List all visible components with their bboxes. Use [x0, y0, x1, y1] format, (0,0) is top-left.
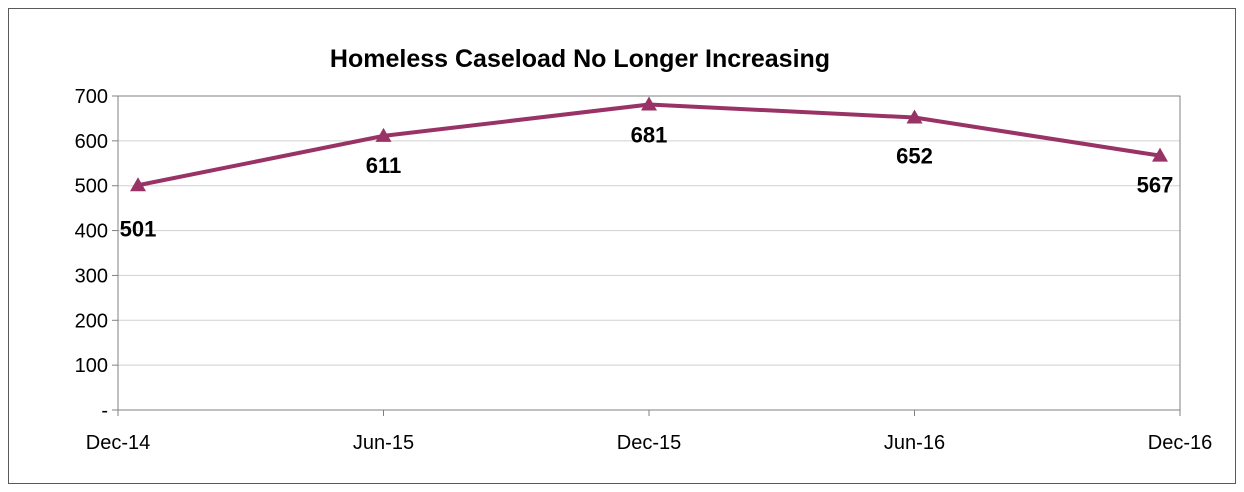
x-tick-label: Jun-15: [353, 432, 414, 454]
chart-title: Homeless Caseload No Longer Increasing: [330, 45, 830, 73]
y-tick-label: 200: [75, 310, 108, 332]
x-tick-label: Dec-15: [617, 432, 681, 454]
x-tick-label: Jun-16: [884, 432, 945, 454]
data-label: 567: [1137, 173, 1174, 198]
x-tick-label: Dec-16: [1148, 432, 1212, 454]
data-label: 501: [120, 216, 157, 241]
x-axis: Dec-14 Jun-15 Dec-15 Jun-16 Dec-16: [86, 410, 1212, 454]
y-tick-label: 300: [75, 265, 108, 287]
y-tick-label: -: [101, 400, 108, 422]
y-tick-label: 600: [75, 131, 108, 153]
data-point-marker: [641, 96, 657, 111]
y-tick-label: 500: [75, 176, 108, 198]
x-tick-label: Dec-14: [86, 432, 150, 454]
data-point-marker: [906, 109, 923, 124]
y-tick-label: 400: [75, 221, 108, 243]
chart-frame: [8, 8, 1236, 484]
data-labels: 501 611 681 652 567: [120, 123, 1174, 242]
data-point-marker: [375, 127, 392, 142]
gridlines: [118, 140, 1180, 366]
series-markers: [130, 96, 1168, 192]
y-axis: - 100 200 300 400 500 600 700: [75, 86, 118, 422]
data-point-marker: [130, 177, 146, 192]
data-label: 611: [366, 153, 402, 178]
data-point-marker: [1152, 147, 1168, 162]
data-label: 681: [631, 123, 668, 148]
y-tick-label: 700: [75, 86, 108, 108]
y-tick-label: 100: [75, 355, 108, 377]
data-label: 652: [896, 144, 933, 169]
